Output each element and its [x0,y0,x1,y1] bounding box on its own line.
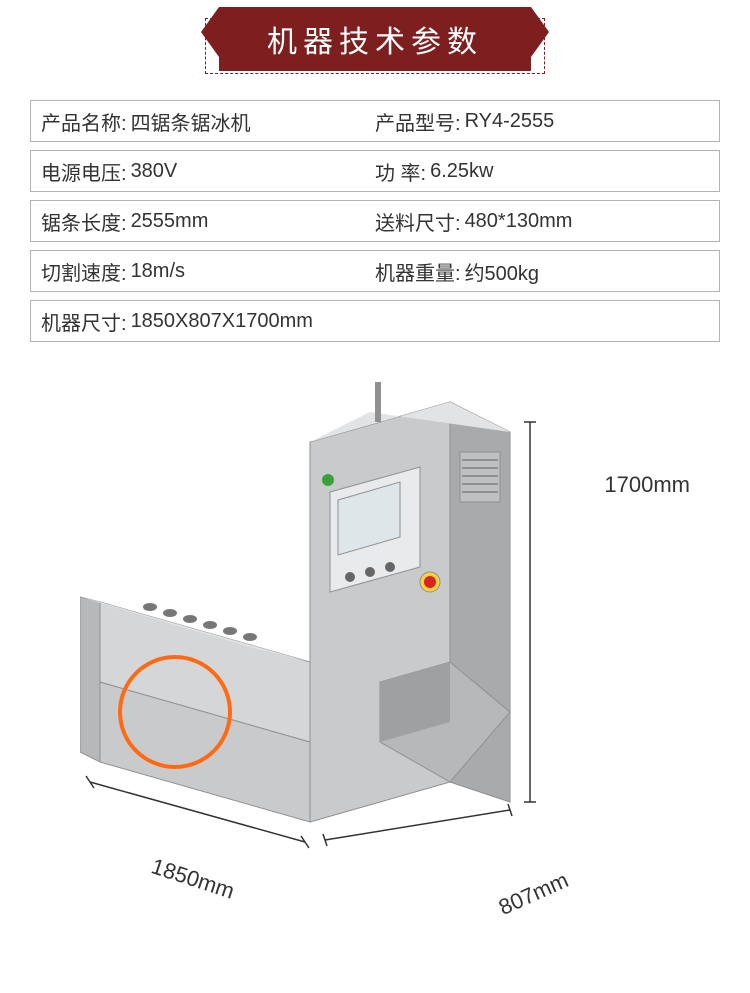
spec-table: 产品名称: 四锯条锯冰机 产品型号: RY4-2555 电源电压: 380V 功… [30,100,720,342]
spec-label: 锯条长度: [41,207,127,236]
spec-value: 1850X807X1700mm [131,310,313,333]
spec-label: 产品型号: [375,107,461,136]
spec-row: 切割速度: 18m/s 机器重量: 约500kg [30,250,720,292]
spec-cell: 功 率: 6.25kw [375,157,719,186]
spec-cell: 机器重量: 约500kg [375,257,719,286]
spec-value: 6.25kw [430,160,493,183]
spec-row: 锯条长度: 2555mm 送料尺寸: 480*130mm [30,200,720,242]
banner-title: 机器技术参数 [219,7,531,71]
spec-value: RY4-2555 [465,110,555,133]
spec-cell: 锯条长度: 2555mm [31,207,375,236]
spec-label: 产品名称: [41,107,127,136]
spec-cell: 机器尺寸: 1850X807X1700mm [31,307,719,336]
dimension-width-label: 1850mm [148,853,237,904]
dimension-depth-label: 807mm [495,867,573,921]
spec-cell: 切割速度: 18m/s [31,257,375,286]
spec-value: 约500kg [465,257,540,286]
spec-value: 四锯条锯冰机 [131,107,251,136]
spec-label: 机器重量: [375,257,461,286]
spec-label: 机器尺寸: [41,307,127,336]
spec-cell: 电源电压: 380V [31,157,375,186]
spec-value: 380V [131,160,178,183]
dimension-height-label: 1700mm [604,472,690,498]
spec-label: 电源电压: [41,157,127,186]
spec-label: 送料尺寸: [375,207,461,236]
spec-cell: 产品型号: RY4-2555 [375,107,719,136]
spec-value: 480*130mm [465,210,573,233]
spec-value: 18m/s [131,260,185,283]
spec-label: 功 率: [375,157,426,186]
spec-cell: 送料尺寸: 480*130mm [375,207,719,236]
spec-value: 2555mm [131,210,209,233]
header-banner: 机器技术参数 [0,0,750,90]
machine-diagram: 1700mm 1850mm 807mm [0,362,750,922]
spec-row: 机器尺寸: 1850X807X1700mm [30,300,720,342]
spec-row: 电源电压: 380V 功 率: 6.25kw [30,150,720,192]
spec-label: 切割速度: [41,257,127,286]
spec-cell: 产品名称: 四锯条锯冰机 [31,107,375,136]
spec-row: 产品名称: 四锯条锯冰机 产品型号: RY4-2555 [30,100,720,142]
machine-illustration [80,382,540,852]
